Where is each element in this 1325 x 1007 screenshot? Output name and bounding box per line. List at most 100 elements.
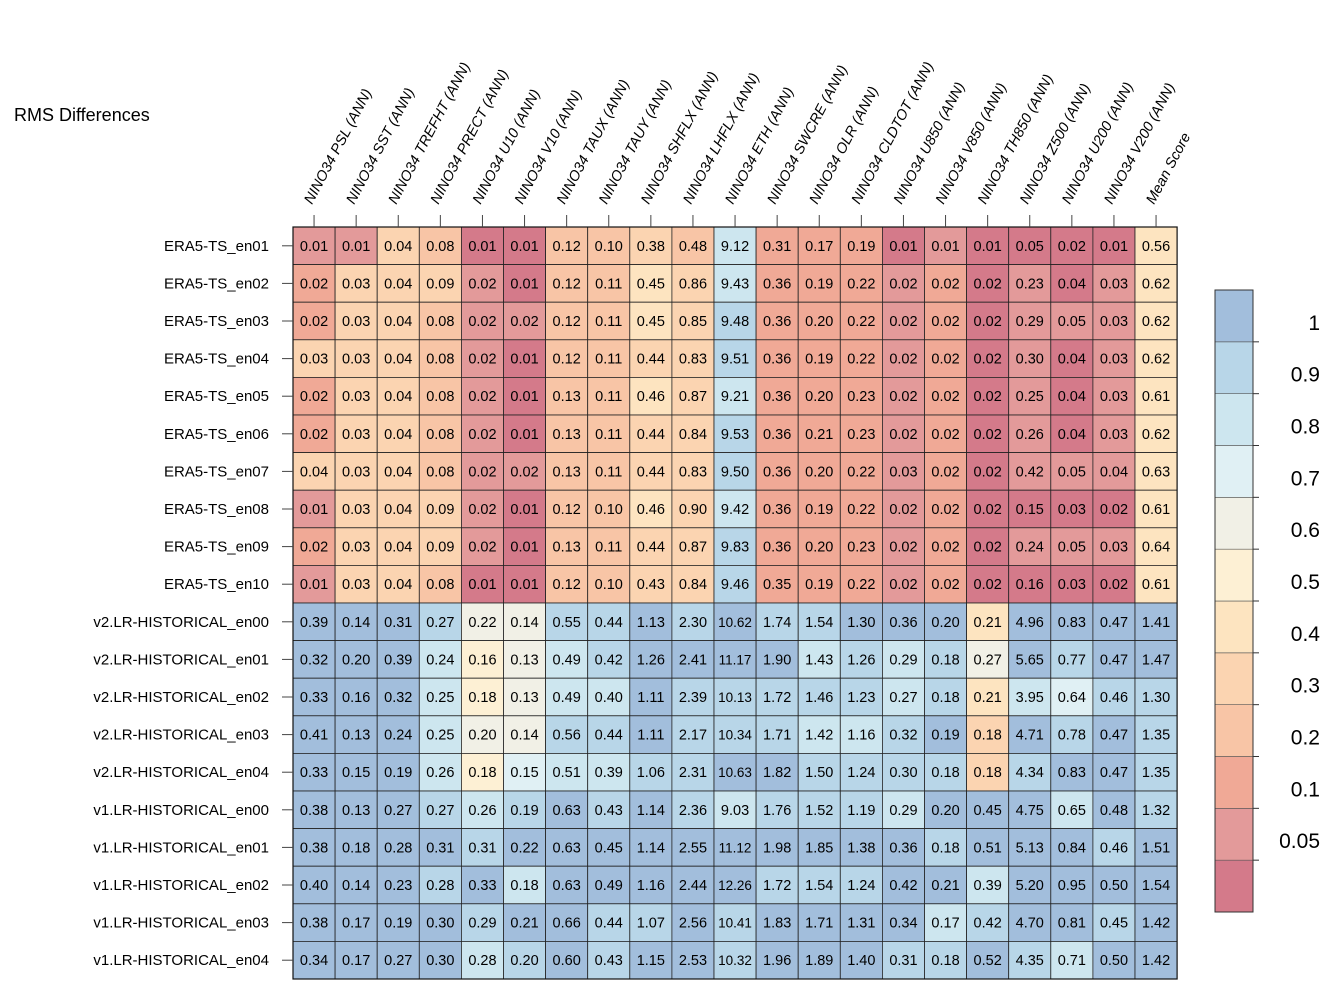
cell-value-label: 0.64 [1142, 540, 1170, 556]
cell-value-label: 0.42 [889, 878, 917, 894]
cell-value-label: 0.36 [763, 540, 791, 556]
heatmap-cell [418, 602, 462, 641]
cell-value-label: 1.83 [763, 916, 791, 932]
cell-value-label: 0.62 [1142, 276, 1170, 292]
cell-value-label: 0.12 [553, 314, 581, 330]
cell-value-label: 0.26 [1016, 427, 1044, 443]
heatmap-cell [1008, 602, 1052, 641]
heatmap-cell [755, 301, 799, 341]
cell-value-label: 0.22 [847, 577, 875, 593]
heatmap-cell [713, 715, 757, 754]
cell-value-label: 0.52 [974, 953, 1002, 969]
cell-value-label: 0.03 [342, 276, 370, 292]
heatmap-cell [882, 339, 925, 378]
cell-value-label: 0.32 [384, 690, 412, 706]
heatmap-cell [503, 301, 546, 341]
heatmap-cell [713, 828, 757, 867]
cell-value-label: 0.20 [805, 389, 833, 405]
cell-value-label: 0.28 [384, 840, 412, 856]
cell-value-label: 0.02 [300, 427, 328, 443]
cell-value-label: 0.02 [300, 540, 328, 556]
cell-value-label: 2.44 [679, 878, 707, 894]
chart-title: RMS Differences [14, 105, 150, 125]
cell-value-label: 5.13 [1016, 840, 1044, 856]
cell-value-label: 0.11 [595, 427, 622, 443]
heatmap-cell [418, 677, 462, 717]
heatmap-cell [545, 376, 589, 416]
cell-value-label: 0.02 [931, 314, 959, 330]
cell-value-label: 0.03 [1100, 540, 1128, 556]
cell-value-label: 0.33 [300, 690, 328, 706]
cell-value-label: 0.39 [300, 615, 328, 631]
cell-value-label: 1.42 [805, 728, 833, 744]
cell-value-label: 0.02 [974, 314, 1002, 330]
cell-value-label: 0.22 [847, 276, 875, 292]
heatmap-cell [545, 339, 589, 378]
heatmap-cell [460, 790, 504, 829]
cell-value-label: 0.46 [1100, 690, 1128, 706]
heatmap-cell [376, 790, 420, 829]
colorbar-segment [1214, 704, 1254, 757]
heatmap-cell [966, 565, 1010, 604]
cell-value-label: 0.31 [763, 239, 791, 255]
heatmap-cell [503, 264, 546, 303]
colorbar-segment [1214, 652, 1254, 705]
heatmap-cell [460, 452, 504, 491]
cell-value-label: 0.02 [510, 314, 538, 330]
heatmap-cell [629, 301, 673, 341]
heatmap-cell [587, 226, 631, 265]
cell-value-label: 0.44 [637, 464, 665, 480]
cell-value-label: 1.38 [847, 840, 875, 856]
cell-value-label: 10.41 [718, 916, 752, 931]
heatmap-cell [334, 226, 378, 265]
cell-value-label: 0.31 [889, 953, 917, 969]
heatmap-cell [671, 565, 715, 604]
cell-value-label: 0.42 [595, 652, 623, 668]
heatmap-cell [1050, 527, 1094, 566]
heatmap-cell [545, 301, 589, 341]
cell-value-label: 0.21 [974, 690, 1002, 706]
row-label: ERA5-TS_en05 [164, 388, 269, 405]
heatmap-cell [1008, 376, 1052, 416]
row-labels: ERA5-TS_en01 ERA5-TS_en02 ERA5-TS_en03 ERA5… [93, 238, 293, 969]
cell-value-label: 0.83 [1058, 765, 1086, 781]
heatmap-cell [839, 489, 883, 529]
cell-value-label: 1.40 [847, 953, 875, 969]
cell-value-label: 2.31 [679, 765, 707, 781]
heatmap-cell [376, 640, 420, 679]
cell-value-label: 9.46 [721, 577, 749, 593]
cell-value-label: 0.01 [510, 577, 538, 593]
cell-value-label: 0.04 [1058, 389, 1086, 405]
cell-value-label: 0.13 [342, 803, 370, 819]
cell-value-label: 1.19 [847, 803, 875, 819]
colorbar-tick-label: 0.7 [1291, 467, 1320, 490]
heatmap-cell [1134, 753, 1178, 792]
cell-value-label: 0.44 [637, 540, 665, 556]
cell-value-label: 2.39 [679, 690, 707, 706]
cell-value-label: 1.54 [805, 878, 833, 894]
heatmap-cell [839, 677, 883, 717]
heatmap-cell [587, 527, 631, 566]
cell-value-label: 0.10 [595, 502, 623, 518]
cell-value-label: 0.02 [468, 502, 496, 518]
colorbar-segment [1214, 497, 1254, 550]
cell-value-label: 0.01 [300, 502, 328, 518]
cell-value-label: 0.31 [426, 840, 454, 856]
heatmap-cell [418, 376, 462, 416]
cell-value-label: 0.50 [1100, 878, 1128, 894]
cell-value-label: 0.49 [595, 878, 623, 894]
heatmap-cell [797, 376, 841, 416]
colorbar-tick-label: 0.1 [1291, 778, 1320, 801]
heatmap-cell [460, 715, 504, 754]
heatmap-cells: 0.01 0.01 0.04 0.08 0.01 0.01 0.12 0.10 0.38 0.48… [292, 226, 1178, 980]
heatmap-cell [292, 376, 336, 416]
heatmap-cell [671, 941, 715, 980]
cell-value-label: 0.65 [1058, 803, 1086, 819]
row-label: ERA5-TS_en04 [164, 351, 269, 368]
heatmap-cell [334, 903, 378, 942]
heatmap-cell [629, 489, 673, 529]
heatmap-cell [797, 941, 841, 980]
colorbar-segment [1214, 341, 1254, 394]
cell-value-label: 0.18 [468, 765, 496, 781]
